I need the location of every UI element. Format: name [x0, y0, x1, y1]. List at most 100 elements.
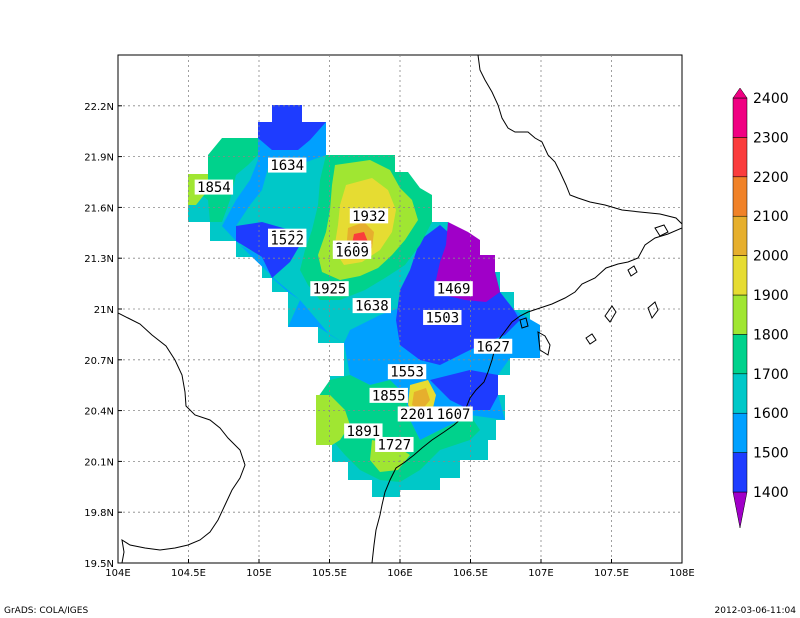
station-label: 1854 [194, 179, 234, 196]
station-value: 1607 [437, 407, 471, 423]
colorbar-label: 2300 [753, 130, 789, 146]
station-value: 1891 [346, 424, 380, 440]
station-label: 1638 [352, 298, 391, 315]
station-label-bg [369, 387, 408, 403]
island-2 [519, 317, 529, 329]
colorbar-band [732, 176, 748, 217]
colorbar-band [732, 215, 748, 256]
station-value: 1925 [313, 282, 347, 298]
colorbar-label: 1800 [753, 327, 789, 343]
footer-credit: GrADS: COLA/IGES [4, 606, 88, 616]
island-6 [654, 224, 669, 237]
y-tick-label: 21N [94, 305, 114, 316]
station-label-bg [397, 406, 437, 422]
station-label-bg [352, 298, 391, 314]
station-value: 1634 [270, 158, 304, 174]
coastline-east [371, 227, 682, 563]
colorbar-band [732, 412, 748, 453]
station-label-bg [332, 243, 372, 259]
station-label-bg [310, 281, 349, 297]
x-tick-label: 104.5E [171, 568, 206, 579]
station-label-bg [375, 436, 414, 452]
station-label-bg [434, 406, 473, 422]
island-4 [647, 301, 659, 320]
x-tick-label: 104E [105, 568, 130, 579]
y-tick-label: 21.6N [84, 203, 114, 214]
station-label: 1553 [387, 364, 427, 381]
station-label-bg [423, 309, 462, 325]
x-tick-label: 106E [387, 568, 412, 579]
station-label: 1925 [310, 281, 349, 298]
station-value: 1854 [197, 180, 231, 196]
y-tick-label: 21.9N [84, 153, 114, 164]
border-line-west [118, 312, 246, 563]
island-7 [627, 265, 638, 277]
station-value: 1855 [372, 388, 406, 404]
station-labels: 1634185419321569152224221609146919251638… [194, 157, 513, 453]
station-label: 1855 [369, 387, 408, 404]
station-value: 1627 [476, 339, 510, 355]
y-tick-label: 19.8N [84, 508, 114, 519]
station-value: 1638 [355, 299, 389, 315]
station-label-bg [434, 281, 473, 297]
island-1 [537, 331, 551, 356]
colorbar-label: 2000 [753, 249, 789, 265]
colorbar-label: 1500 [753, 446, 789, 462]
coastline-borders [118, 55, 682, 563]
y-tick-label: 19.5N [84, 559, 114, 570]
x-tick-label: 105.5E [312, 568, 347, 579]
station-label: 2201 [397, 406, 437, 423]
y-tick-label: 20.1N [84, 457, 114, 468]
border-line-north [477, 55, 682, 225]
station-label-bg [268, 232, 307, 248]
colorbar-label: 1700 [753, 367, 789, 383]
field-1600 [222, 122, 540, 440]
colorbar-label: 2200 [753, 170, 789, 186]
station-label: 1522 [268, 232, 307, 249]
station-value: 1727 [378, 437, 412, 453]
y-tick-label: 20.7N [84, 356, 114, 367]
colorbar-band [732, 97, 748, 138]
station-value: 1553 [390, 365, 424, 381]
station-value: 1932 [352, 209, 386, 225]
station-label-bg [387, 364, 427, 380]
colorbar-band [732, 137, 748, 178]
colorbar-label: 1900 [753, 288, 789, 304]
station-label: 1727 [375, 436, 414, 453]
gridlines [118, 55, 682, 563]
station-label: 1607 [434, 406, 473, 423]
x-tick-label: 107E [528, 568, 553, 579]
field-1500 [236, 105, 520, 410]
station-label: 1932 [349, 208, 389, 225]
x-axis-ticks: 104E 104.5E 105E 105.5E 106E 106.5E 107E 107.5E… [105, 559, 695, 579]
y-tick-label: 20.4N [84, 407, 114, 418]
station-label-bg [268, 157, 307, 173]
station-label: 1627 [473, 338, 513, 355]
station-label: 1891 [344, 423, 383, 440]
y-tick-label: 22.2N [84, 102, 114, 113]
colorbar-label: 2400 [753, 91, 789, 107]
colorbar-band [732, 452, 748, 493]
colorbar-band [732, 294, 748, 335]
station-label: 1469 [434, 281, 473, 298]
x-tick-label: 106.5E [453, 568, 488, 579]
colorbar: 1400 1500 1600 1700 1800 1900 2000 2100 2200 2300… [732, 87, 789, 529]
station-label-bg [473, 338, 513, 354]
colorbar-label: 1400 [753, 485, 789, 501]
colorbar-label: 1600 [753, 406, 789, 422]
y-axis-ticks: 19.5N 19.8N 20.1N 20.4N 20.7N 21N 21.3N 21.6N 21… [84, 102, 122, 570]
colorbar-arrow-low [732, 491, 748, 529]
station-label-bg [344, 423, 383, 439]
x-tick-label: 108E [669, 568, 694, 579]
colorbar-arrow-high [732, 87, 748, 99]
island-3 [604, 305, 617, 323]
station-label: 1503 [423, 309, 462, 326]
station-value: 1522 [270, 233, 304, 249]
station-value: 1609 [335, 244, 369, 260]
island-5 [585, 333, 597, 345]
station-value: 2201 [400, 407, 434, 423]
y-tick-label: 21.3N [84, 254, 114, 265]
station-label: 1634 [268, 157, 307, 174]
colorbar-band [732, 373, 748, 414]
station-value: 1503 [425, 310, 459, 326]
